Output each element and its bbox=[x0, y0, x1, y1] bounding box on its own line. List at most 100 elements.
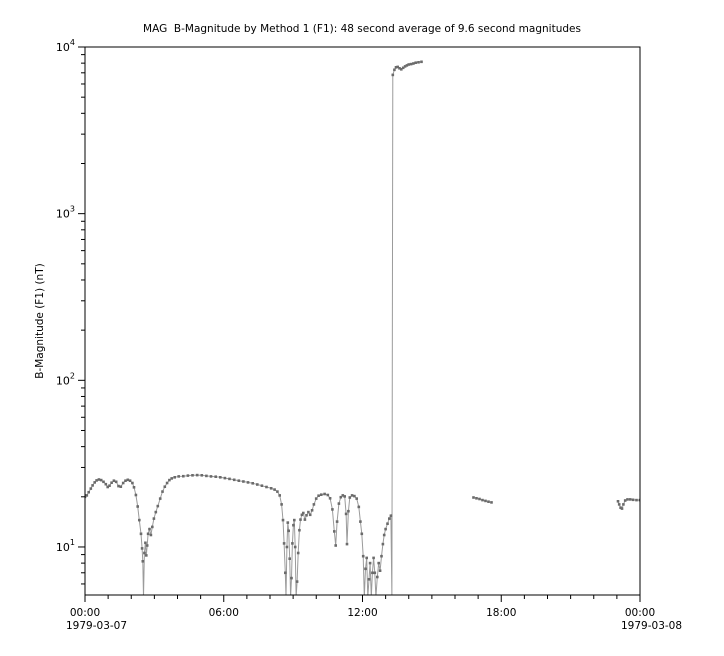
data-point-marker bbox=[95, 479, 98, 482]
data-point-marker bbox=[389, 514, 393, 517]
data-point-marker bbox=[110, 481, 113, 484]
data-point-marker bbox=[328, 497, 332, 500]
data-point-marker bbox=[400, 68, 403, 71]
data-point-marker bbox=[478, 497, 481, 501]
data-point-marker bbox=[124, 479, 127, 482]
data-point-marker bbox=[108, 484, 111, 487]
data-point-marker bbox=[148, 527, 151, 531]
data-point-marker bbox=[391, 73, 395, 77]
data-point-marker bbox=[308, 513, 312, 517]
data-point-marker bbox=[350, 494, 354, 497]
data-point-marker bbox=[371, 571, 374, 575]
data-point-marker bbox=[286, 521, 290, 524]
data-point-marker bbox=[635, 498, 638, 502]
data-point-marker bbox=[285, 596, 288, 599]
data-point-marker bbox=[361, 554, 365, 558]
data-point-marker bbox=[472, 496, 475, 499]
data-point-marker bbox=[373, 571, 377, 575]
data-point-marker bbox=[368, 561, 372, 565]
data-point-marker bbox=[285, 545, 289, 549]
data-point-marker bbox=[341, 494, 345, 497]
data-point-marker bbox=[312, 503, 316, 506]
data-point-marker bbox=[386, 522, 389, 525]
data-point-marker bbox=[138, 518, 141, 522]
data-point-marker bbox=[407, 63, 410, 66]
data-point-marker bbox=[307, 510, 310, 514]
data-point-marker bbox=[626, 498, 629, 501]
data-point-marker bbox=[372, 556, 375, 560]
data-point-marker bbox=[360, 532, 364, 536]
data-point-marker bbox=[93, 481, 96, 484]
data-point-marker bbox=[484, 499, 487, 503]
x-tick-label: 00:00 bbox=[70, 607, 100, 619]
data-point-marker bbox=[280, 503, 283, 506]
data-point-marker bbox=[414, 61, 417, 64]
data-point-marker bbox=[323, 492, 326, 496]
data-point-marker bbox=[149, 533, 153, 537]
x-tick-label: 18:00 bbox=[486, 607, 516, 619]
data-point-marker bbox=[97, 478, 101, 481]
data-point-marker bbox=[638, 498, 640, 502]
data-point-marker bbox=[269, 487, 273, 490]
data-point-marker bbox=[112, 479, 116, 482]
data-point-marker bbox=[106, 485, 109, 489]
data-point-marker bbox=[347, 509, 350, 513]
data-point-marker bbox=[281, 518, 285, 522]
data-point-marker bbox=[303, 518, 307, 521]
data-point-marker bbox=[302, 511, 305, 515]
data-point-marker bbox=[378, 569, 382, 572]
data-point-marker bbox=[256, 483, 259, 486]
data-point-marker bbox=[357, 505, 361, 509]
data-point-marker bbox=[121, 481, 125, 485]
data-point-marker bbox=[331, 508, 334, 511]
data-point-marker bbox=[401, 66, 405, 70]
data-point-marker bbox=[377, 561, 380, 565]
data-point-marker bbox=[631, 498, 635, 502]
data-point-marker bbox=[152, 517, 156, 520]
data-point-marker bbox=[367, 578, 371, 581]
data-point-marker bbox=[144, 541, 147, 545]
data-point-marker bbox=[143, 551, 146, 555]
data-point-marker bbox=[223, 476, 227, 480]
data-point-marker bbox=[616, 500, 620, 503]
data-point-marker bbox=[287, 529, 290, 533]
data-point-marker bbox=[293, 545, 297, 549]
data-point-marker bbox=[87, 490, 90, 494]
data-point-marker bbox=[165, 481, 169, 485]
data-point-marker bbox=[348, 496, 352, 499]
data-point-marker bbox=[182, 474, 185, 478]
data-point-marker bbox=[131, 481, 134, 485]
data-point-marker bbox=[314, 497, 318, 500]
data-point-marker bbox=[99, 478, 103, 482]
data-point-marker bbox=[298, 528, 301, 532]
data-point-marker bbox=[119, 485, 123, 488]
data-point-marker bbox=[320, 493, 323, 496]
data-point-marker bbox=[158, 497, 162, 500]
data-point-marker bbox=[363, 596, 366, 599]
data-point-marker bbox=[186, 474, 190, 477]
data-point-marker bbox=[396, 65, 399, 69]
data-point-marker bbox=[291, 542, 294, 545]
series-line-0 bbox=[85, 61, 422, 595]
data-point-marker bbox=[370, 596, 373, 599]
x-tick-label: 06:00 bbox=[209, 607, 239, 619]
data-point-marker bbox=[156, 504, 160, 508]
data-point-marker bbox=[170, 477, 173, 480]
data-point-marker bbox=[246, 481, 250, 484]
data-point-marker bbox=[364, 567, 367, 571]
data-point-marker bbox=[142, 596, 145, 599]
data-point-marker bbox=[163, 485, 167, 488]
data-point-marker bbox=[276, 490, 279, 493]
data-point-marker bbox=[237, 479, 241, 482]
data-point-marker bbox=[380, 554, 383, 558]
data-point-marker bbox=[128, 479, 132, 482]
data-point-marker bbox=[228, 477, 231, 481]
data-point-marker bbox=[168, 478, 171, 482]
data-point-marker bbox=[487, 500, 490, 503]
data-point-marker bbox=[405, 64, 409, 67]
data-point-marker bbox=[417, 61, 420, 64]
data-point-marker bbox=[284, 571, 287, 575]
data-point-marker bbox=[295, 596, 298, 599]
data-point-marker bbox=[290, 576, 293, 580]
